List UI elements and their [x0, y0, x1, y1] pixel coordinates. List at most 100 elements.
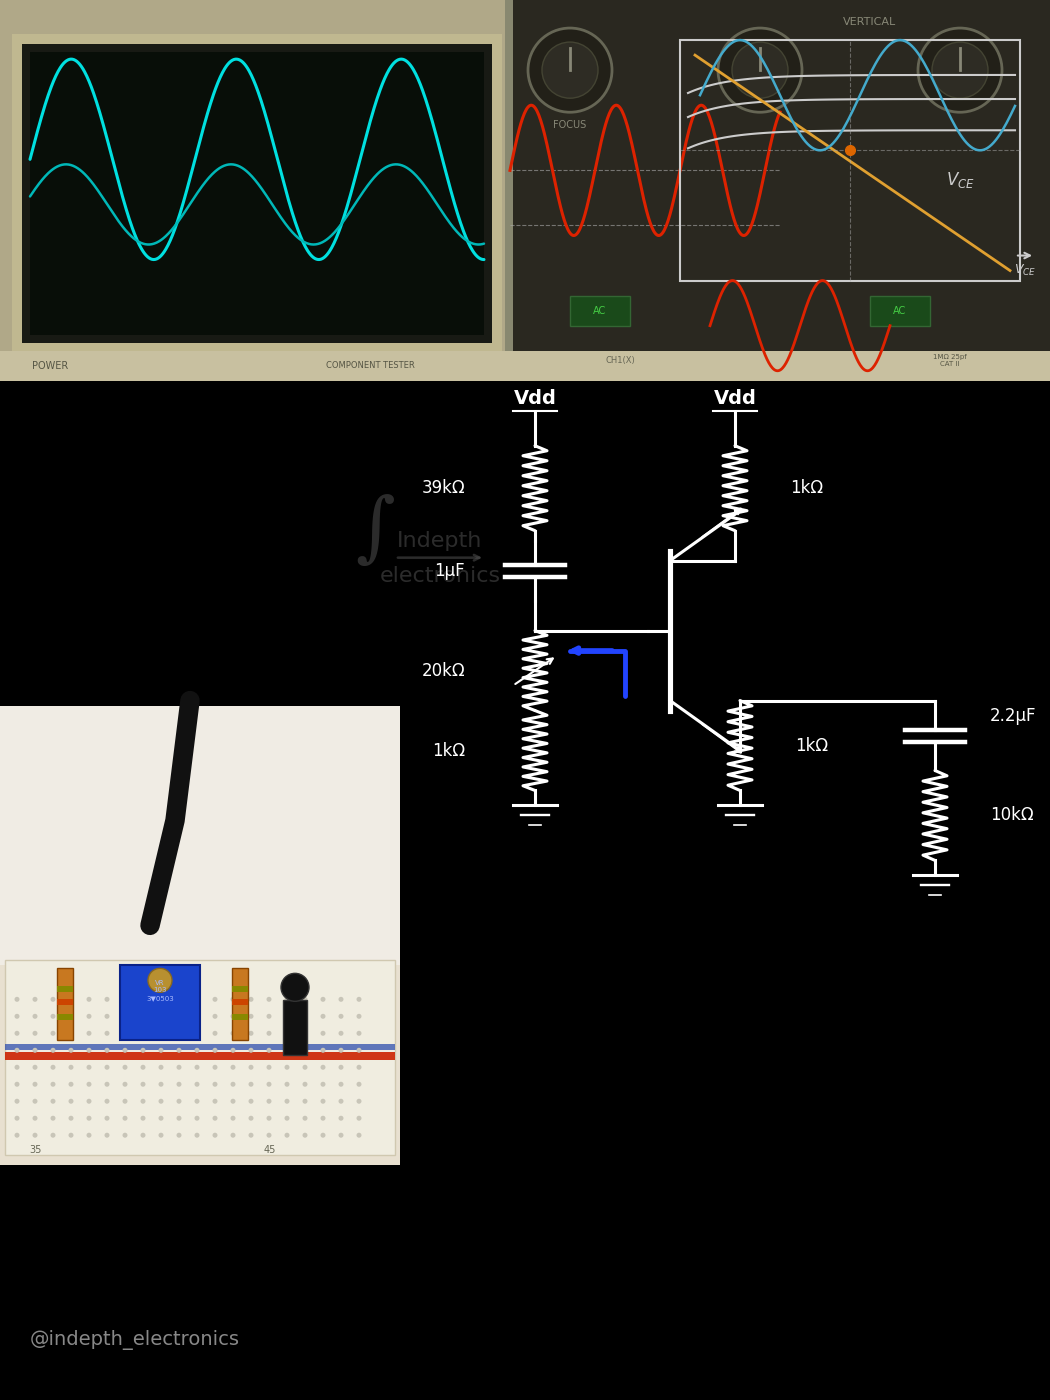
Circle shape — [105, 1065, 109, 1070]
Circle shape — [86, 1047, 91, 1053]
Circle shape — [176, 1030, 182, 1036]
Circle shape — [141, 1014, 146, 1019]
Text: 1kΩ: 1kΩ — [432, 742, 465, 760]
Circle shape — [123, 1030, 127, 1036]
Circle shape — [231, 1030, 235, 1036]
Circle shape — [176, 1133, 182, 1138]
Circle shape — [15, 1116, 20, 1121]
Circle shape — [33, 1133, 38, 1138]
Circle shape — [285, 1082, 290, 1086]
Circle shape — [249, 1099, 253, 1103]
Circle shape — [285, 997, 290, 1002]
Circle shape — [68, 1099, 74, 1103]
Circle shape — [15, 1099, 20, 1103]
Text: 45: 45 — [264, 1145, 276, 1155]
Circle shape — [732, 42, 788, 98]
Circle shape — [302, 1065, 308, 1070]
Circle shape — [249, 1014, 253, 1019]
Circle shape — [338, 1047, 343, 1053]
Circle shape — [141, 1099, 146, 1103]
Text: 1μF: 1μF — [435, 561, 465, 580]
Circle shape — [33, 1014, 38, 1019]
Text: 35: 35 — [28, 1145, 41, 1155]
Circle shape — [918, 28, 1002, 112]
Circle shape — [123, 1014, 127, 1019]
Circle shape — [267, 1065, 272, 1070]
Bar — [232, 1015, 248, 1021]
Bar — [510, 0, 1050, 381]
Text: VERTICAL: VERTICAL — [843, 17, 897, 27]
Circle shape — [50, 1133, 56, 1138]
Circle shape — [338, 1133, 343, 1138]
Circle shape — [141, 997, 146, 1002]
Circle shape — [50, 1065, 56, 1070]
Text: AC: AC — [593, 305, 607, 315]
Circle shape — [194, 1082, 200, 1086]
Circle shape — [68, 1116, 74, 1121]
Bar — [57, 1000, 74, 1005]
Text: 39kΩ: 39kΩ — [421, 479, 465, 497]
Text: Indepth: Indepth — [397, 531, 483, 550]
Circle shape — [33, 1047, 38, 1053]
Circle shape — [267, 1047, 272, 1053]
Circle shape — [141, 1065, 146, 1070]
Circle shape — [15, 1014, 20, 1019]
Text: FOCUS: FOCUS — [553, 120, 587, 130]
Circle shape — [159, 1014, 164, 1019]
Circle shape — [718, 28, 802, 112]
Circle shape — [249, 1116, 253, 1121]
Circle shape — [357, 1133, 361, 1138]
Circle shape — [68, 1082, 74, 1086]
Circle shape — [338, 1030, 343, 1036]
Circle shape — [33, 997, 38, 1002]
Circle shape — [285, 1133, 290, 1138]
Bar — [232, 987, 248, 993]
Circle shape — [194, 1030, 200, 1036]
Text: Vdd: Vdd — [714, 389, 756, 409]
Circle shape — [267, 1133, 272, 1138]
Circle shape — [267, 997, 272, 1002]
Circle shape — [285, 1065, 290, 1070]
Circle shape — [68, 1133, 74, 1138]
Bar — [12, 34, 502, 353]
Circle shape — [141, 1047, 146, 1053]
Text: VR
103
3▼0503: VR 103 3▼0503 — [146, 980, 174, 1001]
Circle shape — [212, 1082, 217, 1086]
Circle shape — [105, 1014, 109, 1019]
Circle shape — [231, 1082, 235, 1086]
Text: Vdd: Vdd — [513, 389, 557, 409]
Circle shape — [357, 1082, 361, 1086]
Circle shape — [86, 1133, 91, 1138]
Circle shape — [105, 1030, 109, 1036]
Circle shape — [249, 1030, 253, 1036]
Circle shape — [285, 1047, 290, 1053]
Circle shape — [15, 1133, 20, 1138]
Circle shape — [15, 997, 20, 1002]
Circle shape — [320, 1099, 326, 1103]
Circle shape — [159, 1047, 164, 1053]
Circle shape — [159, 1133, 164, 1138]
Circle shape — [33, 1082, 38, 1086]
Circle shape — [212, 1014, 217, 1019]
Circle shape — [159, 1082, 164, 1086]
Circle shape — [33, 1030, 38, 1036]
Text: 1kΩ: 1kΩ — [795, 736, 828, 755]
Circle shape — [357, 1030, 361, 1036]
Circle shape — [123, 1116, 127, 1121]
Circle shape — [528, 28, 612, 112]
Circle shape — [285, 1030, 290, 1036]
Circle shape — [105, 997, 109, 1002]
Circle shape — [357, 997, 361, 1002]
Circle shape — [320, 1065, 326, 1070]
Circle shape — [302, 1030, 308, 1036]
Circle shape — [267, 1116, 272, 1121]
Circle shape — [249, 1082, 253, 1086]
Text: AC: AC — [894, 305, 906, 315]
Bar — [5, 1053, 395, 1060]
Circle shape — [159, 1065, 164, 1070]
Circle shape — [320, 1133, 326, 1138]
Circle shape — [15, 1047, 20, 1053]
Circle shape — [159, 997, 164, 1002]
Bar — [57, 969, 74, 1040]
Bar — [57, 987, 74, 993]
